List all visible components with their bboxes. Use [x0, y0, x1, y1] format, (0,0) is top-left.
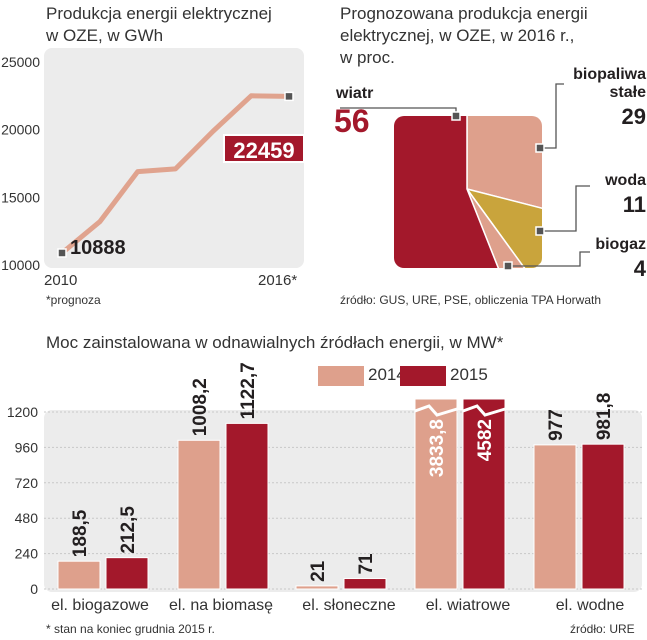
bar-chart-y-ticks: 1200 960 720 480 240 0	[7, 404, 38, 597]
legend-swatch-2014	[318, 366, 364, 386]
pie-leader-line	[540, 83, 564, 149]
x-end-label: 2016*	[258, 272, 298, 289]
bar-value-label: 981,8	[594, 393, 615, 441]
bar-chart-value-labels: 188,5 1008,2 21 3833,8 977 212,5 1122,7 71 4582 9…	[70, 362, 615, 582]
bar-value-label: 977	[546, 409, 567, 441]
end-point-marker	[284, 91, 294, 102]
bar-value-label: 212,5	[118, 506, 139, 554]
pie-leader-line	[540, 185, 590, 232]
pie-label-biopaliwa-2: stałe	[609, 84, 646, 101]
bar-value-label: 188,5	[70, 509, 91, 557]
axis-break-mark	[414, 404, 458, 417]
pie-value-woda: 11	[622, 192, 646, 217]
bar-source: źródło: URE	[570, 622, 635, 636]
bar-y-tick: 960	[15, 439, 39, 455]
category-label-biomase: el. na biomasę	[168, 597, 274, 614]
pie-leader-marker	[535, 226, 545, 236]
bar-y-tick: 720	[15, 475, 39, 491]
bar-y-tick: 480	[15, 510, 39, 526]
line-chart-title-1: Produkcja energii elektrycznej	[46, 4, 272, 23]
pie-title-3: w proc.	[340, 48, 395, 67]
bar-2014-1	[177, 439, 221, 590]
pie-leader-lines	[340, 83, 590, 271]
pie-label-biogaz: biogaz	[595, 236, 646, 253]
pie-leader-marker	[451, 111, 461, 121]
legend-swatch-2015	[400, 366, 446, 386]
bar-chart-bars	[57, 398, 625, 590]
pie-slice-biopaliwa	[466, 116, 542, 217]
line-y-tick: 25000	[1, 54, 40, 70]
line-series	[59, 93, 292, 256]
line-y-tick: 10000	[1, 257, 40, 273]
category-label-wodne: el. wodne	[555, 597, 625, 614]
category-label-sloneczne: el. słoneczne	[302, 597, 396, 614]
line-chart-title-2: w OZE, w GWh	[46, 26, 164, 45]
pie-label-biopaliwa-1: biopaliwa	[573, 66, 646, 83]
bar-value-label: 4582	[475, 419, 496, 461]
bar-2015-3	[462, 398, 506, 590]
bar-2015-0	[105, 557, 149, 590]
pie-value-biopaliwa: 29	[621, 104, 646, 129]
line-y-tick: 15000	[1, 189, 40, 205]
pie-slice-woda	[465, 187, 542, 268]
pie-slice-biogaz	[466, 188, 530, 268]
pie-chart	[394, 116, 542, 268]
line-footnote: *prognoza	[46, 293, 101, 307]
pie-value-biogaz: 4	[633, 256, 646, 281]
category-label-biogazowe: el. biogazowe	[51, 597, 149, 614]
bar-footnote: * stan na koniec grudnia 2015 r.	[46, 622, 215, 636]
pie-label-woda: woda	[605, 172, 646, 189]
line-chart-y-ticks: 25000 20000 15000 10000	[1, 54, 40, 273]
pie-label-wiatr: wiatr	[336, 85, 374, 102]
bar-y-tick: 1200	[7, 404, 38, 420]
pie-leader-marker	[535, 143, 545, 153]
bar-2014-4	[533, 444, 577, 590]
bar-value-label: 21	[308, 560, 329, 582]
bar-2015-1	[225, 422, 269, 590]
bar-y-tick: 240	[15, 546, 39, 562]
pie-leader-marker	[503, 261, 513, 271]
end-value-badge: 22459	[223, 134, 305, 163]
pie-leader-line	[508, 251, 590, 267]
legend-label-2015: 2015	[450, 365, 488, 384]
legend-label-2014: 2014	[368, 365, 406, 384]
bar-value-label: 1122,7	[238, 362, 259, 419]
axis-break-mark	[462, 404, 506, 417]
start-value-label: 10888	[70, 237, 126, 259]
bar-value-label: 71	[356, 553, 377, 575]
bar-value-label: 1008,2	[190, 378, 211, 436]
bar-value-label: 3833,8	[427, 419, 448, 477]
start-point-marker	[57, 248, 67, 258]
pie-title-2: elektrycznej, w OZE, w 2016 r.,	[340, 26, 575, 45]
pie-source: źródło: GUS, URE, PSE, obliczenia TPA Ho…	[340, 293, 601, 307]
x-start-label: 2010	[44, 272, 78, 289]
bar-2015-2	[343, 578, 387, 590]
pie-value-wiatr: 56	[334, 103, 370, 139]
bar-chart-title: Moc zainstalowana w odnawialnych źródłac…	[46, 333, 504, 352]
bar-y-tick: 0	[30, 581, 38, 597]
bar-2014-0	[57, 560, 101, 590]
pie-title-1: Prognozowana produkcja energii	[340, 4, 588, 23]
bar-2014-3	[414, 398, 458, 590]
bar-2015-4	[581, 443, 625, 590]
line-y-tick: 20000	[1, 122, 40, 138]
pie-slice-wiatr	[394, 116, 507, 268]
category-label-wiatrowe: el. wiatrowe	[425, 597, 511, 614]
bar-2014-2	[295, 585, 339, 590]
